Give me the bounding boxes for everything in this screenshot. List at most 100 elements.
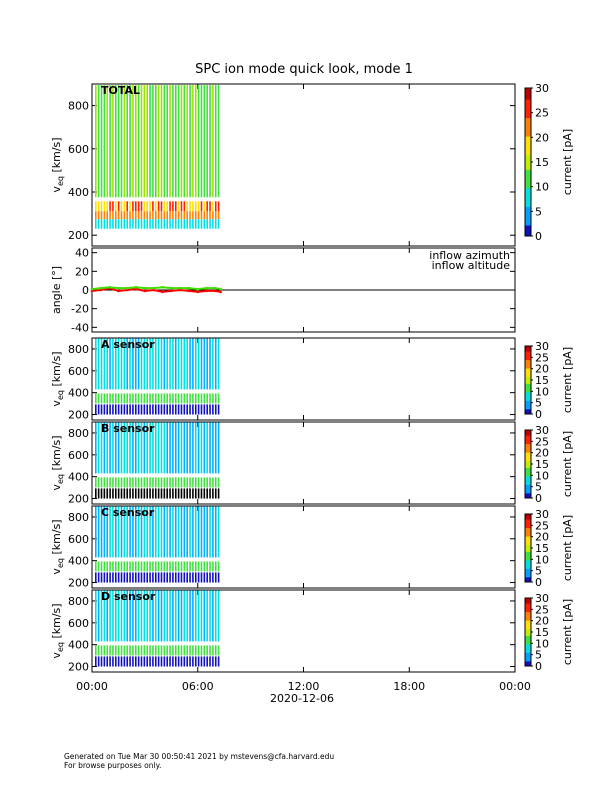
heatmap-stripe <box>209 506 211 558</box>
series-point <box>170 286 173 290</box>
heatmap-stripe <box>200 404 203 415</box>
colorbar-cell <box>525 187 531 193</box>
heatmap-stripe <box>194 506 197 558</box>
colorbar-cell <box>525 486 531 489</box>
heatmap-stripe <box>169 477 171 488</box>
heatmap-stripe <box>149 590 151 642</box>
heatmap-stripe <box>194 85 197 198</box>
colorbar-cell <box>525 383 531 386</box>
heatmap-stripe <box>106 404 109 415</box>
panel-label: A sensor <box>101 338 155 351</box>
heatmap-stripe <box>132 645 134 656</box>
heatmap-stripe <box>177 201 180 212</box>
heatmap-stripe <box>186 656 188 667</box>
heatmap-stripe <box>146 656 149 667</box>
colorbar-label: current [pA] <box>561 515 574 581</box>
heatmap-stripe <box>129 338 131 390</box>
heatmap-stripe <box>143 656 146 667</box>
heatmap-stripe <box>163 404 166 415</box>
heatmap-stripe <box>189 477 191 488</box>
heatmap-stripe <box>117 590 120 642</box>
heatmap-stripes <box>95 338 220 415</box>
colorbar-cell <box>525 576 531 580</box>
series-point <box>205 289 208 293</box>
heatmap-stripe <box>117 201 120 212</box>
heatmap-stripe <box>166 656 168 667</box>
heatmap-stripe <box>117 338 120 390</box>
heatmap-stripe <box>129 393 131 404</box>
heatmap-stripe <box>186 477 188 488</box>
heatmap-stripe <box>134 506 137 558</box>
heatmap-stripe <box>163 656 166 667</box>
colorbar-cell <box>525 515 531 518</box>
heatmap-stripe <box>154 572 157 583</box>
heatmap-stripe <box>217 645 220 656</box>
colorbar-tick-label: 25 <box>535 519 549 532</box>
colorbar-cell <box>525 460 531 463</box>
heatmap-stripe <box>95 201 97 212</box>
colorbar-cell <box>525 494 531 497</box>
heatmap-stripe <box>157 488 160 499</box>
heatmap-stripe <box>183 645 186 656</box>
heatmap-stripe <box>197 572 200 583</box>
heatmap-stripe <box>166 572 168 583</box>
heatmap-stripe <box>203 590 206 642</box>
heatmap-stripe <box>120 85 123 198</box>
heatmap-stripe <box>149 645 151 656</box>
heatmap-stripe <box>180 477 183 488</box>
colorbar-cell <box>525 361 531 364</box>
heatmap-stripe <box>95 645 97 656</box>
heatmap-stripe <box>123 645 126 656</box>
series-point <box>187 289 191 293</box>
heatmap-stripe <box>206 404 208 415</box>
colorbar-cell <box>525 527 531 530</box>
colorbar-cell <box>525 136 531 141</box>
heatmap-stripe <box>152 338 154 390</box>
heatmap-stripe <box>209 338 211 390</box>
colorbar-cell <box>525 371 531 374</box>
heatmap-stripe <box>197 219 200 229</box>
heatmap-stripe <box>177 404 180 415</box>
colorbar-cell <box>525 110 531 115</box>
heatmap-stripe <box>134 404 137 415</box>
colorbar-tick-label: 15 <box>535 542 549 555</box>
heatmap-stripe <box>169 590 171 642</box>
heatmap-stripe <box>134 338 137 390</box>
heatmap-stripe <box>100 219 103 229</box>
heatmap-stripe <box>112 338 114 390</box>
heatmap-stripe <box>192 561 194 572</box>
heatmap-stripe <box>146 645 149 656</box>
heatmap-stripe <box>97 561 100 572</box>
heatmap-stripe <box>174 393 177 404</box>
heatmap-stripe <box>160 404 163 415</box>
heatmap-stripe <box>140 561 143 572</box>
heatmap-stripe <box>114 393 117 404</box>
heatmap-stripe <box>126 85 129 198</box>
heatmap-stripe <box>160 477 163 488</box>
colorbar-cell <box>525 469 531 472</box>
heatmap-stripe <box>126 590 129 642</box>
heatmap-stripe <box>143 422 146 474</box>
heatmap-stripe <box>180 404 183 415</box>
heatmap-stripe <box>172 201 174 212</box>
heatmap-stripe <box>100 201 103 212</box>
heatmap-stripe <box>126 488 129 499</box>
heatmap-stripe <box>177 477 180 488</box>
heatmap-stripe <box>103 656 106 667</box>
heatmap-stripe <box>186 645 188 656</box>
heatmap-stripe <box>95 488 97 499</box>
heatmap-stripe <box>100 572 103 583</box>
y-tick-label: 800 <box>68 595 89 608</box>
heatmap-stripe <box>166 561 168 572</box>
heatmap-stripe <box>163 645 166 656</box>
heatmap-stripe <box>183 85 186 198</box>
heatmap-stripe <box>183 590 186 642</box>
heatmap-stripe <box>189 488 191 499</box>
colorbar-tick-label: 30 <box>535 340 549 353</box>
heatmap-stripe <box>134 656 137 667</box>
y-tick-label: 800 <box>68 100 89 113</box>
panel-0: 200 400 600 800 veq [km/s] TOTAL 0 5 10 15 20 25 30 c… <box>50 82 574 247</box>
heatmap-stripe <box>192 572 194 583</box>
series-point <box>143 289 147 293</box>
